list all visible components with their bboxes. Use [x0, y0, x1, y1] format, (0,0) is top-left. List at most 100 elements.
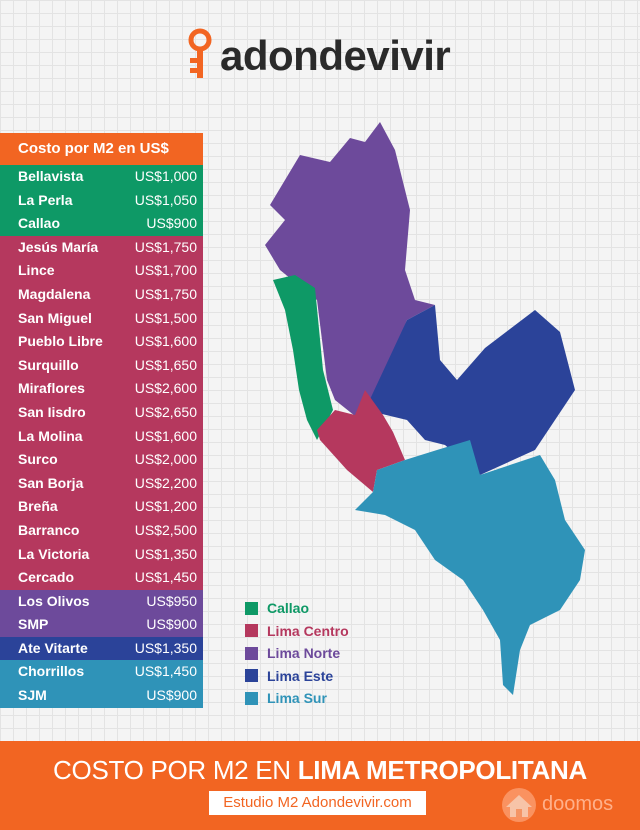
- district-price: US$1,500: [134, 309, 197, 326]
- table-row: Lince US$1,700: [0, 259, 203, 283]
- district-price: US$2,200: [134, 474, 197, 491]
- map-region-lima-sur: [355, 440, 585, 695]
- legend-swatch: [245, 669, 258, 683]
- district-name: Lince: [18, 262, 55, 279]
- table-row: La Molina US$1,600: [0, 424, 203, 449]
- district-name: Callao: [18, 215, 61, 232]
- table-row: SMP US$900: [0, 613, 203, 637]
- district-name: Bellavista: [18, 168, 84, 184]
- district-name: Magdalena: [18, 285, 91, 302]
- district-price: US$1,600: [134, 333, 197, 350]
- district-name: Chorrillos: [18, 663, 85, 680]
- table-row: Breña US$1,200: [0, 495, 203, 519]
- table-row: Barranco US$2,500: [0, 518, 203, 543]
- table-row: San Miguel US$1,500: [0, 306, 203, 331]
- map-region-lima-este: [365, 305, 575, 475]
- map-region-lima-centro: [317, 390, 405, 492]
- district-price: US$900: [146, 687, 197, 704]
- district-price: US$1,750: [134, 285, 197, 302]
- legend-label: Lima Norte: [267, 645, 341, 662]
- legend-item: Lima Este: [245, 665, 349, 688]
- district-name: La Molina: [18, 427, 83, 444]
- logo-text: adondevivir: [220, 32, 451, 79]
- table-row: Los Olivos US$950: [0, 589, 203, 614]
- district-name: Pueblo Libre: [18, 333, 103, 350]
- legend-item: Lima Norte: [245, 642, 349, 665]
- table-row: Ate Vitarte US$1,350: [0, 636, 203, 661]
- lima-map: [265, 122, 585, 695]
- legend-label: Callao: [267, 600, 310, 617]
- table-row: San Borja US$2,200: [0, 471, 203, 496]
- table-rows: Bellavista US$1,000 La Perla US$1,050 Callao…: [0, 165, 203, 708]
- doomos-logo: doomos: [498, 785, 613, 823]
- table-row: Surco US$2,000: [0, 448, 203, 472]
- table-row: SJM US$900: [0, 684, 203, 708]
- table-row: Callao US$900: [0, 212, 203, 236]
- logo: adondevivir: [186, 26, 451, 86]
- legend-swatch: [245, 624, 258, 638]
- district-name: Miraflores: [18, 380, 85, 397]
- table-row: San Iisdro US$2,650: [0, 400, 203, 425]
- legend-item: Lima Sur: [245, 687, 349, 710]
- price-table: Costo por M2 en US$ Bellavista US$1,000 La…: [0, 133, 203, 708]
- map-region-callao: [273, 275, 333, 440]
- district-name: La Victoria: [18, 545, 90, 562]
- legend: Callao Lima Centro Lima Norte Lima Este Lima…: [245, 597, 349, 710]
- district-name: San Borja: [18, 474, 84, 491]
- house-icon: [502, 788, 536, 822]
- district-name: Los Olivos: [18, 592, 90, 609]
- doomos-text: doomos: [542, 792, 614, 815]
- footer-title-bold: LIMA METROPOLITANA: [297, 755, 588, 785]
- district-price: US$950: [146, 592, 197, 609]
- legend-label: Lima Centro: [267, 622, 349, 639]
- district-price: US$900: [146, 215, 197, 232]
- district-price: US$2,000: [134, 451, 197, 468]
- legend-item: Callao: [245, 597, 349, 620]
- table-row: Cercado US$1,450: [0, 566, 203, 590]
- footer-title-plain: COSTO POR M2 EN: [53, 755, 298, 785]
- district-name: Surco: [18, 451, 58, 468]
- table-row: Chorrillos US$1,450: [0, 660, 203, 685]
- table-row: Jesús María US$1,750: [0, 235, 203, 260]
- district-name: San Miguel: [18, 309, 92, 326]
- district-price: US$1,750: [134, 238, 197, 255]
- district-name: Jesús María: [18, 238, 99, 255]
- district-name: SJM: [18, 687, 47, 704]
- table-row: La Perla US$1,050: [0, 188, 203, 213]
- table-row: Bellavista US$1,000: [0, 165, 203, 189]
- table-row: La Victoria US$1,350: [0, 542, 203, 567]
- district-price: US$1,700: [134, 262, 197, 279]
- table-row: Miraflores US$2,600: [0, 377, 203, 401]
- legend-label: Lima Este: [267, 667, 334, 684]
- legend-label: Lima Sur: [267, 690, 327, 707]
- footer-title: COSTO POR M2 EN LIMA METROPOLITANA: [0, 755, 640, 786]
- district-price: US$1,050: [134, 191, 197, 208]
- legend-swatch: [245, 646, 258, 660]
- district-price: US$2,600: [134, 380, 197, 397]
- district-price: US$2,500: [134, 521, 197, 538]
- district-name: Cercado: [18, 569, 75, 586]
- district-price: US$900: [146, 616, 197, 633]
- key-pin-icon: [188, 28, 212, 78]
- legend-item: Lima Centro: [245, 620, 349, 643]
- district-price: US$1,600: [134, 427, 197, 444]
- district-price: US$1,450: [134, 663, 197, 680]
- district-name: Ate Vitarte: [18, 639, 88, 656]
- district-name: La Perla: [18, 191, 73, 208]
- district-price: US$2,650: [134, 403, 197, 420]
- district-price: US$1,350: [134, 639, 197, 656]
- map-region-lima-norte: [265, 122, 435, 420]
- table-row: Magdalena US$1,750: [0, 282, 203, 307]
- district-price: US$1,200: [134, 498, 197, 515]
- district-price: US$1,650: [134, 356, 197, 373]
- footer-banner: COSTO POR M2 EN LIMA METROPOLITANA Estud…: [0, 741, 640, 830]
- district-name: San Iisdro: [18, 403, 86, 420]
- study-badge: Estudio M2 Adondevivir.com: [209, 791, 426, 815]
- table-row: Pueblo Libre US$1,600: [0, 330, 203, 354]
- district-name: Breña: [18, 498, 58, 515]
- legend-swatch: [245, 691, 258, 705]
- table-header: Costo por M2 en US$: [0, 133, 203, 165]
- district-price: US$1,450: [134, 569, 197, 586]
- district-price: US$1,000: [134, 168, 197, 184]
- table-row: Surquillo US$1,650: [0, 353, 203, 378]
